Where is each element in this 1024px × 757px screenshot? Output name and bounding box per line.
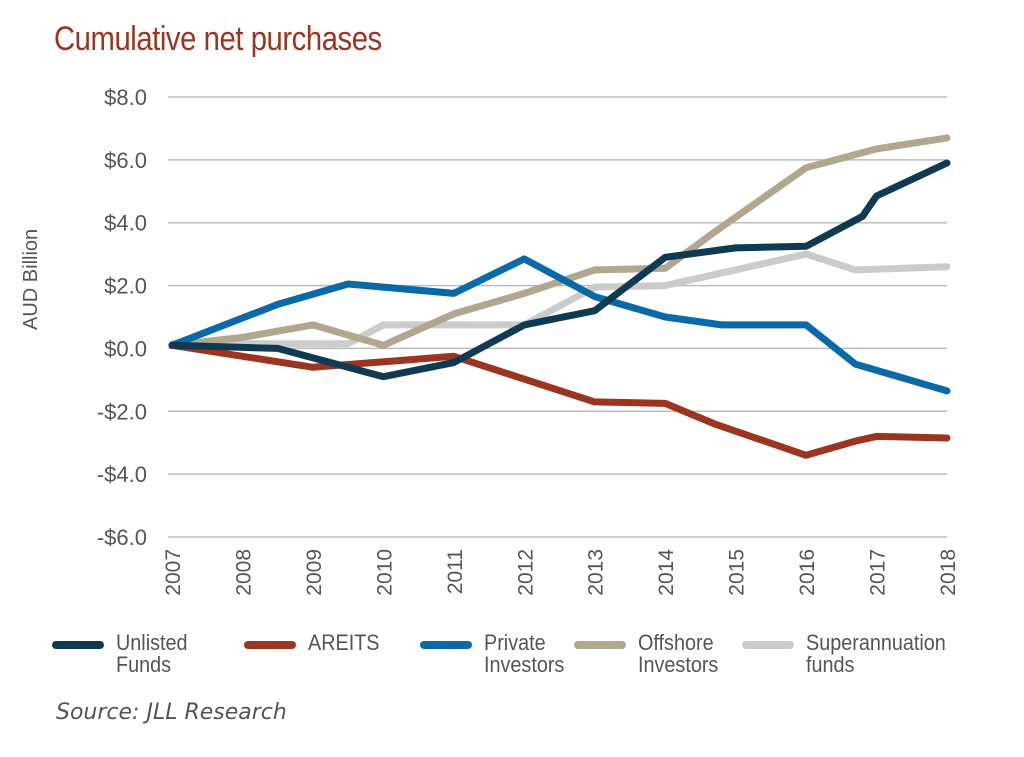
legend-swatch (742, 641, 794, 649)
legend-item-private-investors: Private Investors (420, 632, 624, 676)
series-line-areits (168, 341, 951, 459)
legend-swatch (244, 641, 296, 649)
y-tick-label: $6.0 (104, 148, 147, 173)
legend-label: Superannuation funds (806, 630, 946, 677)
gridlines (168, 96, 947, 538)
legend-item-areits: AREITS (244, 632, 448, 654)
x-tick-label: 2012 (514, 549, 537, 596)
y-tick-label: $2.0 (104, 274, 147, 299)
y-axis-label: AUD Billion (20, 228, 42, 330)
y-tick-label: $8.0 (104, 85, 147, 110)
x-tick-label: 2018 (937, 549, 960, 596)
y-tick-label: $4.0 (104, 211, 147, 236)
legend-item-unlisted-funds: Unlisted Funds (52, 632, 256, 676)
legend-label: AREITS (308, 630, 380, 655)
y-tick-label: $0.0 (104, 336, 147, 361)
series-lines (168, 134, 951, 459)
legend-swatch (574, 641, 626, 649)
x-tick-labels: 2007 2008 2009 2010 2011 2012 2013 2014 2015 2016… (162, 549, 960, 596)
x-tick-label: 2016 (796, 549, 819, 596)
legend-label: Private Investors (484, 630, 565, 677)
x-tick-label: 2011 (444, 549, 467, 594)
y-tick-label: -$2.0 (97, 399, 147, 424)
y-tick-labels: $8.0 $6.0 $4.0 $2.0 $0.0 -$2.0 -$4.0 -$6.0 (97, 85, 147, 550)
x-tick-label: 2007 (162, 549, 185, 596)
x-tick-label: 2009 (303, 549, 326, 596)
x-tick-label: 2017 (867, 549, 890, 596)
y-tick-label: -$4.0 (97, 462, 147, 487)
legend-swatch (52, 641, 104, 649)
legend-label: Offshore Investors (638, 630, 719, 677)
series-line-unlisted-funds (168, 159, 951, 381)
x-tick-label: 2013 (585, 549, 608, 596)
legend-item-offshore-investors: Offshore Investors (574, 632, 778, 676)
y-tick-label: -$6.0 (97, 525, 147, 550)
series-line-offshore-investors (168, 134, 951, 349)
chart-title: Cumulative net purchases (54, 20, 382, 58)
x-tick-label: 2010 (373, 549, 396, 596)
legend-item-superannuation-funds: Superannuation funds (742, 632, 946, 676)
x-tick-label: 2015 (726, 549, 749, 596)
x-tick-label: 2014 (655, 549, 678, 596)
legend-swatch (420, 641, 472, 649)
x-tick-label: 2008 (232, 549, 255, 596)
source-note: Source: JLL Research (56, 700, 287, 725)
legend-label: Unlisted Funds (116, 630, 188, 677)
series-line-private-investors (168, 255, 951, 395)
legend: Unlisted Funds AREITS Private Investors Of… (52, 632, 1012, 692)
